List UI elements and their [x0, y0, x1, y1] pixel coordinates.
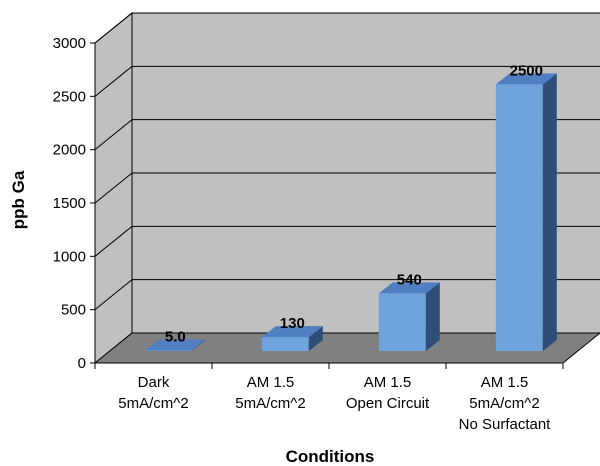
gridline [94, 119, 600, 151]
y-tick-label: 1500 [53, 195, 86, 212]
x-category-label: Dark 5mA/cm^2 [118, 374, 188, 412]
bar-front [144, 350, 192, 351]
data-label: 130 [280, 315, 305, 332]
bar-side [425, 282, 440, 351]
bars [144, 73, 557, 351]
gridline [94, 279, 600, 311]
bar-front [261, 337, 309, 351]
x-axis-category-labels: Dark 5mA/cm^2 AM 1.5 5mA/cm^2 AM 1.5 Open Cir… [118, 374, 551, 433]
bar [378, 282, 440, 351]
bar-top [261, 326, 323, 338]
gridline [94, 65, 600, 97]
bar [495, 73, 557, 351]
y-tick-label: 2000 [53, 142, 86, 159]
gridline [94, 172, 600, 204]
data-label: 5.0 [165, 328, 186, 345]
bar-front [495, 84, 543, 351]
bar-side [308, 326, 323, 351]
data-labels: 5.0 130 540 2500 [165, 62, 543, 345]
x-category-label: AM 1.5 Open Circuit [346, 374, 430, 412]
bar-top [378, 282, 440, 294]
y-axis-title: ppb Ga [9, 170, 28, 229]
data-label: 2500 [510, 62, 543, 79]
y-axis-ticks: 0 500 1000 1500 2000 2500 3000 [53, 35, 95, 372]
gridline [94, 12, 600, 44]
bar [261, 326, 323, 351]
x-axis-ticks [94, 363, 564, 369]
bar-side [542, 73, 557, 351]
y-tick-label: 2500 [53, 88, 86, 105]
bar-side [191, 339, 206, 351]
bar [144, 339, 206, 351]
gridlines [94, 12, 600, 311]
gridline [94, 225, 600, 257]
bar-front [378, 293, 426, 351]
y-tick-label: 500 [61, 302, 86, 319]
bar-top [495, 73, 557, 85]
bar-top [144, 339, 206, 351]
x-category-label: AM 1.5 5mA/cm^2 [235, 374, 305, 412]
y-tick-label: 0 [78, 355, 86, 372]
y-tick-label: 1000 [53, 248, 86, 265]
y-tick-label: 3000 [53, 35, 86, 52]
x-category-label: AM 1.5 5mA/cm^2 No Surfactant [459, 374, 552, 433]
x-axis-title: Conditions [286, 447, 375, 466]
data-label: 540 [397, 271, 422, 288]
